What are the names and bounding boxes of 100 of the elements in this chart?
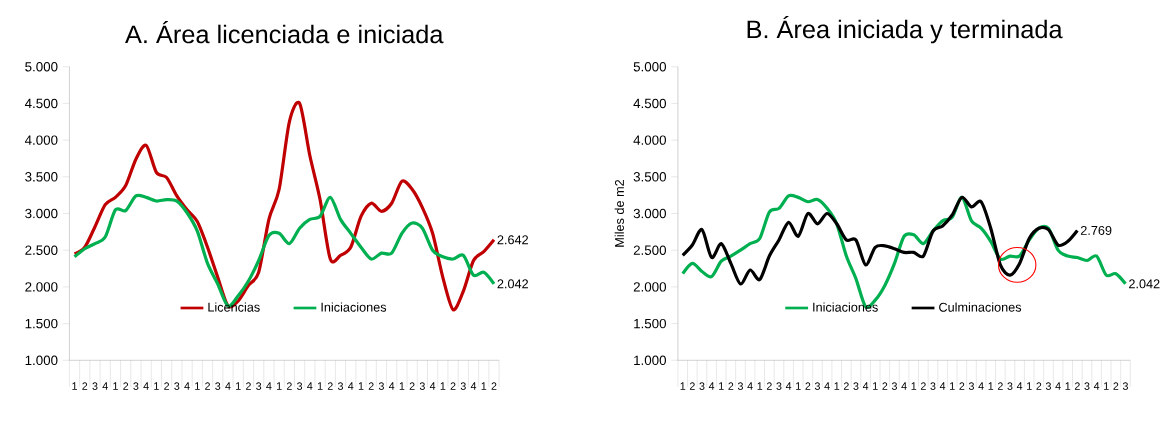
x-tick-label: 1 xyxy=(873,382,878,390)
legend-label: Culminaciones xyxy=(939,302,1022,312)
x-tick-label: 3 xyxy=(133,382,139,390)
y-tick-label: 4.000 xyxy=(24,135,58,145)
x-tick-label: 3 xyxy=(699,382,705,390)
x-tick-label: 2 xyxy=(1036,382,1042,390)
legend-label: Iniciaciones xyxy=(813,302,878,312)
x-tick-label: 2 xyxy=(843,382,849,390)
x-tick-label: 1 xyxy=(236,382,241,390)
x-tick-label: 2 xyxy=(805,382,811,390)
x-tick-label: 3 xyxy=(256,382,262,390)
data-label: 2.042 xyxy=(497,279,529,289)
x-tick-label: 3 xyxy=(378,382,384,390)
x-tick-label: 3 xyxy=(1122,382,1128,390)
y-tick-label: 4.000 xyxy=(633,135,667,145)
line-series xyxy=(681,195,1079,286)
x-tick-label: 2 xyxy=(1074,382,1080,390)
y-tick-label: 1.500 xyxy=(634,318,667,329)
chart-title: A. Área licenciada e iniciada xyxy=(125,20,444,44)
x-tick-label: 1 xyxy=(195,382,200,390)
x-tick-label: 2 xyxy=(766,382,772,390)
x-tick-label: 2 xyxy=(327,382,333,390)
x-tick-label: 4 xyxy=(143,382,149,390)
x-tick-label: 3 xyxy=(776,382,782,390)
x-tick-label: 4 xyxy=(266,382,272,390)
x-tick-label: 4 xyxy=(978,382,984,390)
x-tick-label: 1 xyxy=(834,382,840,390)
y-axis-title: Miles de m2 xyxy=(614,179,624,247)
x-tick-label: 2 xyxy=(450,382,456,390)
x-tick-label: 4 xyxy=(939,382,946,390)
x-tick-label: 3 xyxy=(891,382,897,390)
x-tick-label: 3 xyxy=(460,382,466,390)
y-tick-label: 2.500 xyxy=(25,245,58,255)
x-tick-label: 1 xyxy=(796,382,801,390)
x-tick-label: 3 xyxy=(215,382,221,390)
y-tick-label: 3.000 xyxy=(25,208,58,219)
x-tick-label: 1 xyxy=(358,382,364,390)
y-tick-label: 2.000 xyxy=(25,282,58,292)
x-tick-label: 1 xyxy=(1065,382,1071,390)
x-tick-label: 2 xyxy=(959,382,965,390)
x-tick-label: 1 xyxy=(1027,382,1032,390)
chart-title: B. Área iniciada y terminada xyxy=(747,15,1063,44)
x-tick-label: 4 xyxy=(1016,382,1023,390)
x-tick-label: 3 xyxy=(853,382,859,390)
x-tick-label: 2 xyxy=(368,382,374,390)
x-tick-label: 3 xyxy=(174,382,180,390)
x-tick-label: 2 xyxy=(123,382,129,390)
x-tick-label: 2 xyxy=(882,382,888,390)
x-tick-label: 2 xyxy=(491,382,497,390)
y-tick-label: 1.000 xyxy=(634,355,667,365)
x-tick-label: 3 xyxy=(930,382,936,390)
y-tick-label: 3.500 xyxy=(25,171,58,182)
x-tick-label: 2 xyxy=(409,382,415,390)
x-tick-label: 4 xyxy=(824,382,830,390)
y-tick-label: 1.500 xyxy=(25,318,58,329)
x-tick-label: 4 xyxy=(184,382,190,390)
x-tick-label: 1 xyxy=(317,382,323,390)
x-tick-label: 2 xyxy=(1113,382,1119,390)
x-tick-label: 1 xyxy=(1104,382,1109,390)
y-tick-label: 2.000 xyxy=(633,282,667,292)
x-tick-label: 2 xyxy=(286,382,292,390)
y-tick-label: 1.000 xyxy=(25,355,58,365)
legend-label: Licencias xyxy=(208,302,260,312)
x-tick-label: 2 xyxy=(997,382,1003,390)
x-tick-label: 1 xyxy=(950,382,955,390)
x-tick-label: 1 xyxy=(481,382,487,390)
x-tick-label: 4 xyxy=(785,382,792,390)
x-tick-label: 3 xyxy=(737,382,743,390)
y-tick-label: 5.000 xyxy=(25,61,58,72)
x-tick-label: 3 xyxy=(419,382,425,390)
x-tick-label: 4 xyxy=(708,382,715,390)
x-tick-label: 3 xyxy=(92,382,98,390)
x-tick-label: 4 xyxy=(429,382,436,390)
y-tick-label: 3.000 xyxy=(633,208,667,219)
y-tick-label: 5.000 xyxy=(633,61,667,72)
x-tick-label: 1 xyxy=(72,382,77,390)
x-tick-label: 1 xyxy=(154,382,159,390)
x-tick-label: 1 xyxy=(680,382,686,390)
x-tick-label: 2 xyxy=(689,382,695,390)
x-tick-label: 1 xyxy=(757,382,763,390)
x-tick-label: 2 xyxy=(728,382,734,390)
x-tick-label: 3 xyxy=(337,382,344,390)
x-tick-label: 1 xyxy=(399,382,405,390)
x-tick-label: 2 xyxy=(205,382,210,390)
x-tick-label: 1 xyxy=(276,382,282,390)
x-tick-label: 1 xyxy=(719,382,724,390)
y-tick-label: 4.500 xyxy=(633,98,667,108)
x-tick-label: 1 xyxy=(113,382,118,390)
x-tick-label: 2 xyxy=(246,382,251,390)
x-tick-label: 2 xyxy=(164,382,170,390)
x-tick-label: 4 xyxy=(225,382,231,390)
x-tick-label: 2 xyxy=(82,382,88,390)
x-tick-label: 3 xyxy=(297,382,303,390)
x-tick-label: 3 xyxy=(1007,382,1013,390)
y-tick-label: 2.500 xyxy=(633,245,667,255)
x-tick-label: 1 xyxy=(440,382,446,390)
line-series xyxy=(72,101,496,312)
y-tick-label: 4.500 xyxy=(24,98,58,108)
x-tick-label: 4 xyxy=(348,382,354,390)
x-tick-label: 1 xyxy=(988,382,994,390)
